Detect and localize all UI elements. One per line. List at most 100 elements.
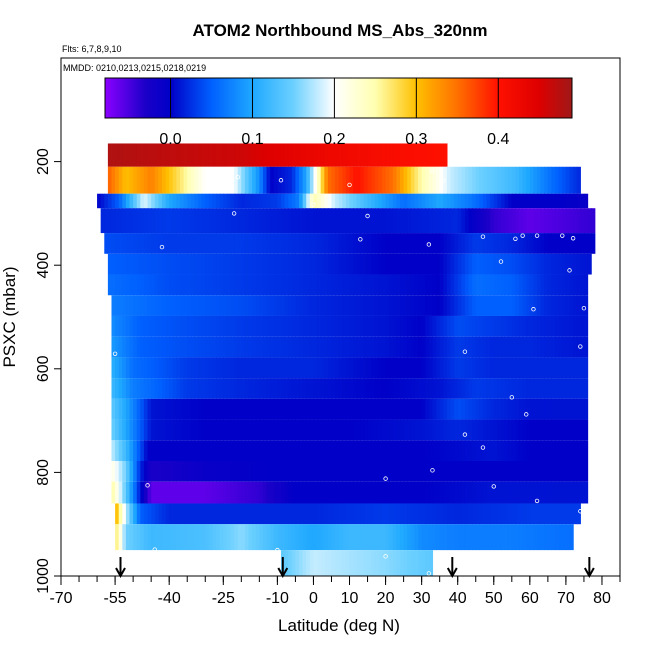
heatmap-cell: [515, 524, 520, 551]
heatmap-cell: [338, 398, 343, 420]
heatmap-cell: [353, 357, 358, 379]
heatmap-cell: [504, 253, 509, 275]
heatmap-cell: [381, 524, 387, 551]
heatmap-cell: [371, 461, 376, 482]
heatmap-cell: [172, 193, 178, 209]
heatmap-cell: [454, 233, 459, 254]
heatmap-cell: [414, 143, 419, 167]
heatmap-cell: [349, 336, 354, 358]
heatmap-cell: [280, 378, 286, 399]
heatmap-cell: [475, 233, 480, 254]
heatmap-cell: [414, 166, 419, 194]
heatmap-cell: [374, 233, 379, 254]
heatmap-cell: [407, 208, 412, 234]
heatmap-cell: [234, 461, 239, 482]
heatmap-cell: [439, 253, 444, 275]
heatmap-cell: [389, 398, 394, 420]
heatmap-cell: [555, 166, 560, 194]
heatmap-cell: [194, 166, 199, 194]
heatmap-cell: [212, 295, 217, 316]
heatmap-cell: [363, 233, 369, 254]
heatmap-cell: [255, 524, 260, 551]
heatmap-cell: [353, 208, 358, 234]
heatmap-cell: [551, 295, 556, 316]
heatmap-cell: [241, 233, 246, 254]
heatmap-cell: [439, 143, 444, 167]
heatmap-cell: [407, 274, 412, 296]
heatmap-cell: [291, 550, 297, 576]
heatmap-cell: [464, 253, 470, 275]
heatmap-cell: [125, 274, 131, 296]
heatmap-cell: [154, 524, 159, 551]
heatmap-cell: [317, 233, 322, 254]
heatmap-cell: [540, 315, 545, 337]
heatmap-cell: [154, 503, 159, 525]
heatmap-cell: [562, 208, 567, 234]
heatmap-cell: [252, 503, 257, 525]
heatmap-cell: [237, 166, 242, 194]
y-tick-label: 400: [35, 252, 52, 279]
heatmap-cell: [475, 274, 480, 296]
heatmap-cell: [317, 378, 322, 399]
heatmap-cell: [392, 143, 397, 167]
heatmap-cell: [327, 550, 333, 576]
heatmap-cell: [407, 461, 412, 482]
heatmap-cell: [118, 253, 123, 275]
heatmap-cell: [111, 461, 116, 482]
heatmap-cell: [537, 274, 542, 296]
heatmap-cell: [172, 295, 178, 316]
heatmap-cell: [439, 208, 444, 234]
heatmap-cell: [259, 419, 264, 441]
heatmap-cell: [565, 166, 571, 194]
heatmap-band: [111, 481, 589, 504]
heatmap-cell: [248, 398, 253, 420]
heatmap-cell: [504, 378, 509, 399]
heatmap-cell: [345, 357, 351, 379]
heatmap-cell: [356, 253, 361, 275]
heatmap-cell: [277, 524, 282, 551]
heatmap-cell: [544, 440, 549, 461]
heatmap-cell: [201, 440, 206, 461]
heatmap-cell: [129, 336, 134, 358]
heatmap-cell: [345, 315, 351, 337]
heatmap-cell: [360, 503, 365, 525]
heatmap-cell: [381, 461, 387, 482]
heatmap-cell: [555, 295, 560, 316]
heatmap-cell: [353, 419, 358, 441]
heatmap-cell: [190, 274, 196, 296]
heatmap-cell: [183, 481, 188, 504]
heatmap-cell: [479, 419, 484, 441]
heatmap-cell: [226, 481, 232, 504]
heatmap-cell: [208, 315, 214, 337]
heatmap-cell: [306, 357, 311, 379]
heatmap-cell: [428, 233, 434, 254]
heatmap-cell: [259, 295, 264, 316]
heatmap-cell: [237, 193, 242, 209]
heatmap-cell: [208, 357, 214, 379]
heatmap-cell: [443, 208, 448, 234]
heatmap-cell: [353, 336, 358, 358]
heatmap-cell: [280, 315, 286, 337]
heatmap-cell: [133, 315, 138, 337]
heatmap-cell: [472, 166, 477, 194]
heatmap-cell: [111, 166, 116, 194]
heatmap-cell: [558, 524, 563, 551]
heatmap-cell: [320, 315, 325, 337]
heatmap-cell: [551, 440, 556, 461]
heatmap-cell: [482, 524, 488, 551]
heatmap-cell: [331, 295, 336, 316]
heatmap-cell: [450, 336, 455, 358]
heatmap-cell: [400, 143, 405, 167]
heatmap-cell: [479, 440, 484, 461]
heatmap-cell: [165, 143, 170, 167]
heatmap-cell: [147, 398, 152, 420]
heatmap-cell: [418, 524, 423, 551]
heatmap-cell: [295, 357, 300, 379]
heatmap-cell: [331, 503, 336, 525]
heatmap-cell: [331, 481, 336, 504]
heatmap-cell: [432, 336, 437, 358]
heatmap-cell: [180, 461, 185, 482]
heatmap-cell: [273, 208, 278, 234]
heatmap-cell: [454, 481, 459, 504]
heatmap-cell: [172, 315, 178, 337]
